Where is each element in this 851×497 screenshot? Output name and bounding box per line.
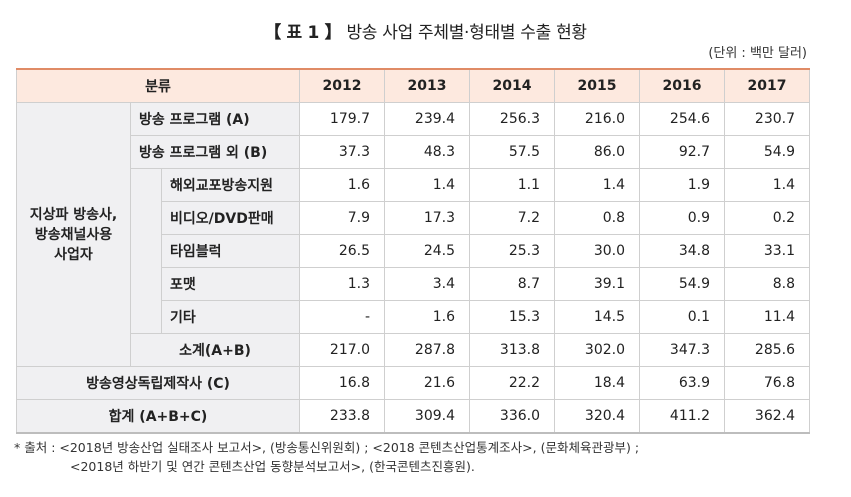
header-year: 2017 [725, 69, 810, 103]
cell: 7.2 [470, 202, 555, 235]
unit-label: (단위 : 백만 달러) [708, 42, 807, 61]
cell: 411.2 [640, 400, 725, 434]
cell: 15.3 [470, 301, 555, 334]
cell: 347.3 [640, 334, 725, 367]
header-category: 분류 [17, 69, 300, 103]
cell: 0.1 [640, 301, 725, 334]
row-label: 방송영상독립제작사 (C) [17, 367, 300, 400]
row-label: 해외교포방송지원 [162, 169, 300, 202]
cell: 217.0 [300, 334, 385, 367]
cell: 16.8 [300, 367, 385, 400]
cell: 216.0 [555, 103, 640, 136]
header-year: 2014 [470, 69, 555, 103]
cell: 8.7 [470, 268, 555, 301]
header-year: 2013 [385, 69, 470, 103]
cell: 86.0 [555, 136, 640, 169]
table-row: 방송 프로그램 외 (B) 37.3 48.3 57.5 86.0 92.7 5… [17, 136, 810, 169]
table-row: 지상파 방송사, 방송채널사용 사업자 방송 프로그램 (A) 179.7 23… [17, 103, 810, 136]
table-number: 【 표 1 】 [264, 23, 341, 43]
table-row: 합계 (A+B+C) 233.8 309.4 336.0 320.4 411.2… [17, 400, 810, 434]
cell: 1.6 [300, 169, 385, 202]
cell: 285.6 [725, 334, 810, 367]
cell: 54.9 [640, 268, 725, 301]
cell: 54.9 [725, 136, 810, 169]
header-row: 분류 2012 2013 2014 2015 2016 2017 [17, 69, 810, 103]
cell: 0.8 [555, 202, 640, 235]
cell: 24.5 [385, 235, 470, 268]
row-label: 소계(A+B) [131, 334, 300, 367]
cell: 1.3 [300, 268, 385, 301]
cell: 1.9 [640, 169, 725, 202]
cell: 76.8 [725, 367, 810, 400]
table-row: 소계(A+B) 217.0 287.8 313.8 302.0 347.3 28… [17, 334, 810, 367]
cell: 22.2 [470, 367, 555, 400]
cell: 11.4 [725, 301, 810, 334]
cell: 26.5 [300, 235, 385, 268]
cell: 256.3 [470, 103, 555, 136]
cell: 25.3 [470, 235, 555, 268]
cell: 309.4 [385, 400, 470, 434]
cell: 63.9 [640, 367, 725, 400]
cell: 179.7 [300, 103, 385, 136]
group-label: 지상파 방송사, 방송채널사용 사업자 [17, 103, 131, 367]
export-table: 분류 2012 2013 2014 2015 2016 2017 지상파 방송사… [16, 68, 810, 434]
cell: 57.5 [470, 136, 555, 169]
table-title-text: 방송 사업 주체별·형태별 수출 현황 [346, 23, 586, 43]
row-label: 비디오/DVD판매 [162, 202, 300, 235]
cell: 320.4 [555, 400, 640, 434]
table-title: 【 표 1 】 방송 사업 주체별·형태별 수출 현황 [0, 18, 851, 43]
cell: 302.0 [555, 334, 640, 367]
cell: 362.4 [725, 400, 810, 434]
subgroup-spacer [131, 169, 162, 334]
cell: 1.4 [555, 169, 640, 202]
cell: 18.4 [555, 367, 640, 400]
cell: 39.1 [555, 268, 640, 301]
table-row: 해외교포방송지원 1.6 1.4 1.1 1.4 1.9 1.4 [17, 169, 810, 202]
cell: 7.9 [300, 202, 385, 235]
cell: 233.8 [300, 400, 385, 434]
cell: 3.4 [385, 268, 470, 301]
cell: 17.3 [385, 202, 470, 235]
source-line-2: <2018년 하반기 및 연간 콘텐츠산업 동향분석보고서>, (한국콘텐츠진흥… [14, 457, 639, 476]
row-label: 방송 프로그램 (A) [131, 103, 300, 136]
row-label: 타임블럭 [162, 235, 300, 268]
source-notes: * 출처 : <2018년 방송산업 실태조사 보고서>, (방송통신위원회) … [14, 438, 639, 476]
cell: 30.0 [555, 235, 640, 268]
cell: 0.9 [640, 202, 725, 235]
header-year: 2012 [300, 69, 385, 103]
cell: 287.8 [385, 334, 470, 367]
cell: 37.3 [300, 136, 385, 169]
source-line-1: * 출처 : <2018년 방송산업 실태조사 보고서>, (방송통신위원회) … [14, 438, 639, 457]
cell: 48.3 [385, 136, 470, 169]
cell: 1.4 [385, 169, 470, 202]
cell: 21.6 [385, 367, 470, 400]
cell: 1.6 [385, 301, 470, 334]
cell: 0.2 [725, 202, 810, 235]
cell: 92.7 [640, 136, 725, 169]
table-row: 방송영상독립제작사 (C) 16.8 21.6 22.2 18.4 63.9 7… [17, 367, 810, 400]
cell: 34.8 [640, 235, 725, 268]
cell: 14.5 [555, 301, 640, 334]
cell: 230.7 [725, 103, 810, 136]
cell: 254.6 [640, 103, 725, 136]
cell: 239.4 [385, 103, 470, 136]
cell: 313.8 [470, 334, 555, 367]
row-label: 포맷 [162, 268, 300, 301]
row-label: 기타 [162, 301, 300, 334]
cell: 1.4 [725, 169, 810, 202]
cell: 1.1 [470, 169, 555, 202]
cell: 8.8 [725, 268, 810, 301]
row-label: 합계 (A+B+C) [17, 400, 300, 434]
cell: - [300, 301, 385, 334]
row-label: 방송 프로그램 외 (B) [131, 136, 300, 169]
header-year: 2015 [555, 69, 640, 103]
cell: 336.0 [470, 400, 555, 434]
cell: 33.1 [725, 235, 810, 268]
header-year: 2016 [640, 69, 725, 103]
